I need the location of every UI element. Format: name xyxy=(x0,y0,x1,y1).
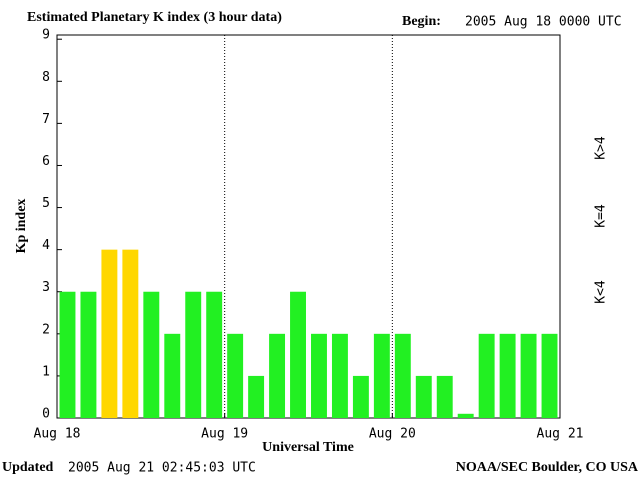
bar xyxy=(394,333,411,418)
bar xyxy=(478,333,495,418)
bar xyxy=(520,333,537,418)
bar xyxy=(122,249,139,418)
bar xyxy=(248,375,265,418)
x-axis-label: Universal Time xyxy=(262,440,354,455)
bar xyxy=(143,291,160,418)
bar xyxy=(541,333,558,418)
y-tick-label: 7 xyxy=(42,112,50,127)
y-tick-label: 2 xyxy=(42,322,50,337)
y-tick-label: 0 xyxy=(42,407,50,422)
x-tick-label: Aug 21 xyxy=(537,427,584,442)
bar xyxy=(290,291,306,418)
bar xyxy=(436,375,453,418)
bar xyxy=(101,249,118,418)
legend-label: K>4 xyxy=(594,136,609,160)
x-tick-label: Aug 18 xyxy=(34,427,81,442)
x-tick-label: Aug 19 xyxy=(201,427,248,442)
legend-label: K=4 xyxy=(594,204,609,228)
bar xyxy=(227,333,244,418)
x-tick-label: Aug 20 xyxy=(369,427,416,442)
chart-title: Estimated Planetary K index (3 hour data… xyxy=(27,10,282,25)
bar xyxy=(499,333,516,418)
updated-value: 2005 Aug 21 02:45:03 UTC xyxy=(68,461,256,476)
bar xyxy=(206,291,223,418)
bar xyxy=(415,375,432,418)
bar xyxy=(59,291,76,418)
begin-label: Begin: xyxy=(402,14,441,29)
y-tick-label: 4 xyxy=(42,238,50,253)
bar xyxy=(80,291,97,418)
bar xyxy=(457,413,474,418)
y-tick-label: 6 xyxy=(42,154,50,169)
bar xyxy=(373,333,390,418)
bar xyxy=(311,333,327,418)
bar xyxy=(185,291,202,418)
y-tick-label: 3 xyxy=(42,280,50,295)
legend-label: K<4 xyxy=(594,280,609,304)
bar xyxy=(352,375,369,418)
y-tick-label: 9 xyxy=(42,28,50,43)
updated-label: Updated xyxy=(2,460,54,475)
y-tick-label: 8 xyxy=(42,70,50,85)
source: NOAA/SEC Boulder, CO USA xyxy=(456,460,639,475)
begin-value: 2005 Aug 18 0000 UTC xyxy=(465,15,622,30)
bar xyxy=(164,333,181,418)
bar xyxy=(269,333,286,418)
y-tick-label: 5 xyxy=(42,196,50,211)
y-axis-label: Kp index xyxy=(14,199,29,254)
plot-frame xyxy=(56,34,561,419)
bar xyxy=(331,333,348,418)
y-tick-label: 1 xyxy=(42,364,50,379)
